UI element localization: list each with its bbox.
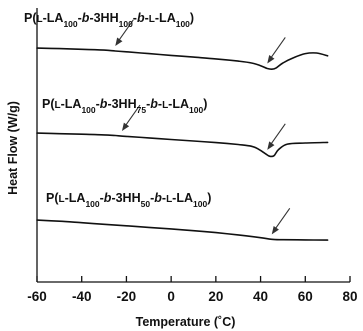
transition-arrow-head	[267, 55, 275, 64]
transition-arrow-head	[115, 37, 123, 46]
transition-arrow	[117, 19, 134, 43]
x-tick-label: -60	[27, 289, 47, 304]
series-label-2: P(L-LA100-b-3HH75-b-L-LA100)	[42, 97, 207, 115]
transition-arrow	[273, 208, 291, 231]
plot-frame	[36, 8, 350, 283]
series-label-1: P(L-LA100-b-3HH100-b-L-LA100)	[24, 11, 194, 29]
transition-arrow-head	[271, 225, 279, 235]
x-tick-label: 60	[298, 289, 313, 304]
transition-arrow	[124, 104, 141, 128]
x-tick-label: -40	[72, 289, 92, 304]
y-axis-label: Heat Flow (W/g)	[6, 101, 20, 195]
x-tick-label: 80	[342, 289, 357, 304]
x-tick-label: 40	[253, 289, 268, 304]
series-line-2	[36, 132, 329, 158]
x-tick-label: 0	[167, 289, 175, 304]
x-tick-label: -20	[117, 289, 137, 304]
series-curves	[36, 47, 329, 241]
x-ticks: -60 -40 -20 0 20 40 60 80	[27, 276, 358, 304]
transition-arrow	[269, 123, 286, 147]
x-axis-label: Temperature (˚C)	[136, 315, 236, 329]
transition-arrow-head	[121, 122, 130, 132]
transition-arrows	[115, 19, 291, 235]
transition-arrow	[269, 37, 286, 60]
series-line-1	[36, 47, 329, 71]
series-line-3	[36, 219, 329, 241]
series-labels: P(L-LA100-b-3HH100-b-L-LA100) P(L-LA100-b…	[24, 11, 211, 209]
transition-arrow-head	[267, 141, 275, 150]
x-tick-label: 20	[208, 289, 223, 304]
series-label-3: P(L-LA100-b-3HH50-b-L-LA100)	[46, 191, 211, 209]
